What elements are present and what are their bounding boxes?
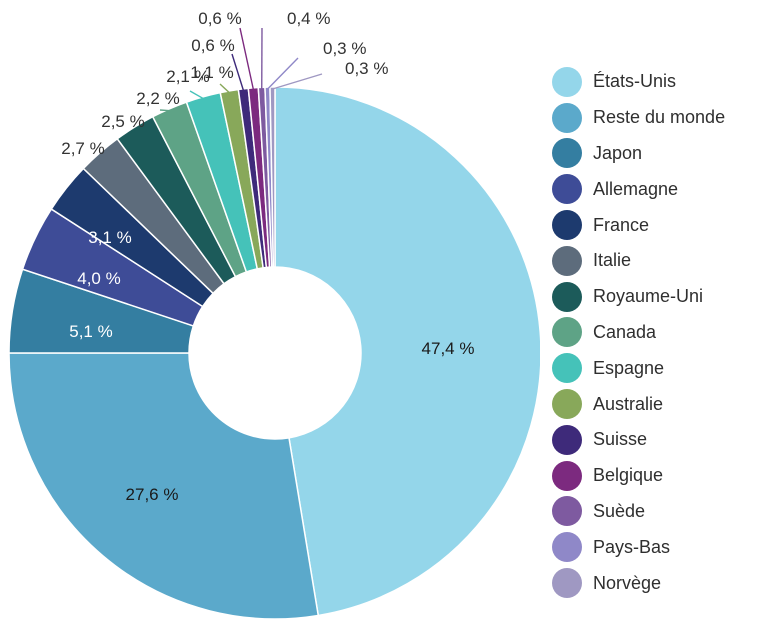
legend-swatch — [552, 532, 582, 563]
donut-chart: 47,4 % 27,6 % 5,1 % 4,0 % 3,1 % 2,7 % 2,5 % 2,2… — [8, 9, 540, 620]
data-label: 1,1 % — [190, 63, 233, 82]
legend-item: Suisse — [552, 422, 725, 458]
legend-label: Espagne — [593, 357, 665, 378]
legend-label: Belgique — [593, 465, 664, 486]
legend-swatch — [552, 66, 582, 97]
data-label: 4,0 % — [77, 269, 120, 288]
legend-label: Royaume-Uni — [593, 286, 704, 307]
legend-label: Canada — [593, 321, 657, 342]
legend-item: Italie — [552, 243, 725, 279]
legend-swatch — [552, 496, 582, 527]
leader-line — [239, 27, 255, 91]
pie-slice — [269, 86, 276, 268]
leader-line — [231, 53, 245, 92]
data-label: 2,5 % — [101, 112, 144, 131]
legend-item: Allemagne — [552, 171, 725, 207]
legend-label: Reste du monde — [593, 107, 726, 128]
data-label: 47,4 % — [422, 339, 475, 358]
legend-item: Suède — [552, 494, 725, 530]
data-label: 0,6 % — [198, 9, 241, 28]
legend-swatch — [552, 389, 582, 420]
legend-label: Pays-Bas — [593, 536, 671, 557]
legend-swatch — [552, 281, 582, 312]
legend-label: Allemagne — [593, 178, 679, 199]
leader-line — [94, 153, 102, 161]
data-label: 0,3 % — [345, 59, 388, 78]
legend-item: États-Unis — [552, 64, 725, 100]
legend-label: Suède — [593, 500, 646, 521]
leader-line — [127, 128, 137, 135]
legend-swatch — [552, 568, 582, 599]
legend-item: Pays-Bas — [552, 529, 725, 565]
legend-swatch — [552, 460, 582, 491]
leader-line — [189, 90, 205, 100]
data-label: 27,6 % — [126, 485, 179, 504]
data-label: 0,4 % — [287, 9, 330, 28]
data-label: 2,7 % — [61, 139, 104, 158]
pie-slice — [274, 86, 540, 617]
legend-label: Japon — [593, 142, 643, 163]
legend-swatch — [552, 424, 582, 455]
leader-line — [267, 57, 299, 90]
legend-item: Canada — [552, 315, 725, 351]
chart-data-labels: 47,4 % 27,6 % 5,1 % 4,0 % 3,1 % 2,7 % 2,5 % 2,2… — [61, 9, 474, 504]
data-label: 0,3 % — [323, 39, 366, 58]
legend-item: Royaume-Uni — [552, 279, 725, 315]
legend-swatch — [552, 102, 582, 133]
legend-item: Reste du monde — [552, 100, 725, 136]
chart-slices — [8, 86, 540, 620]
legend-swatch — [552, 138, 582, 169]
pie-slice — [8, 352, 320, 620]
legend-swatch — [552, 317, 582, 348]
legend-swatch — [552, 245, 582, 276]
legend-item: Japon — [552, 136, 725, 172]
legend-item: Belgique — [552, 458, 725, 494]
data-label: 2,1 % — [166, 67, 209, 86]
legend-label: États-Unis — [593, 71, 677, 92]
legend-label: Italie — [593, 250, 632, 271]
data-label: 0,6 % — [191, 36, 234, 55]
legend-swatch — [552, 210, 582, 241]
legend-swatch — [552, 353, 582, 384]
legend-label: France — [593, 214, 650, 235]
data-label: 2,2 % — [136, 89, 179, 108]
legend-item: France — [552, 207, 725, 243]
legend-label: Norvège — [593, 572, 662, 593]
legend-item: Norvège — [552, 565, 725, 601]
leader-line — [272, 73, 323, 90]
leader-line — [159, 109, 171, 112]
data-label: 5,1 % — [69, 322, 112, 341]
data-label: 3,1 % — [88, 228, 131, 247]
legend-swatch — [552, 174, 582, 205]
chart-legend: États-Unis Reste du monde Japon Allemagn… — [552, 64, 725, 601]
legend-item: Australie — [552, 386, 725, 422]
legend-label: Suisse — [593, 429, 648, 450]
legend-item: Espagne — [552, 350, 725, 386]
legend-label: Australie — [593, 393, 664, 414]
leader-line — [219, 83, 231, 94]
